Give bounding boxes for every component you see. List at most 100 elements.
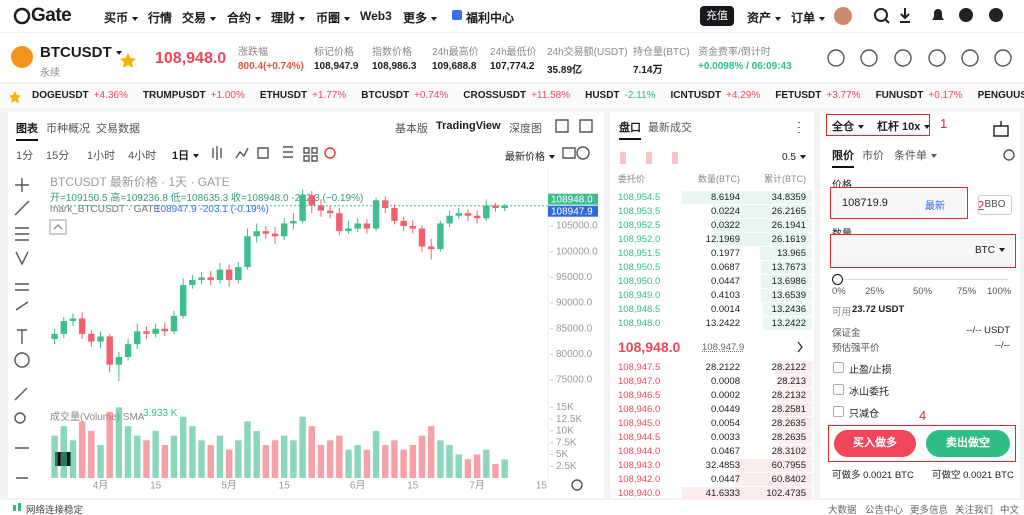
chart-tab[interactable]: 交易数据 <box>96 123 140 135</box>
tape-symbol: ETHUSDT <box>259 90 308 101</box>
book-price[interactable]: 108,945.0 <box>618 418 661 429</box>
bbo-button[interactable]: BBO <box>978 195 1012 215</box>
nav-item[interactable]: 交易 <box>182 9 216 26</box>
stat-label: 资金费率/倒计时 <box>698 47 771 58</box>
tape-item[interactable]: PENGUUSDT-4.19% <box>978 90 1024 101</box>
annotation: 4 <box>919 408 927 423</box>
checkbox[interactable] <box>833 384 844 395</box>
tape-item[interactable]: BTCUSDT +0.74% <box>361 90 448 101</box>
chart-tab[interactable]: 币种概况 <box>46 123 90 135</box>
book-price[interactable]: 108,942.0 <box>618 474 661 485</box>
deposit-button[interactable]: 充值 <box>700 6 734 26</box>
nav-item[interactable]: 福利中心 <box>466 11 515 25</box>
book-price[interactable]: 108,946.0 <box>618 404 661 415</box>
order-type[interactable]: 限价 <box>832 147 854 168</box>
book-price[interactable]: 108,948.5 <box>618 304 661 315</box>
book-total: 34.8359 <box>771 192 806 203</box>
book-price[interactable]: 108,948.0 <box>618 318 661 329</box>
book-price[interactable]: 108,944.5 <box>618 432 661 443</box>
footer-link[interactable]: 中文 <box>1000 505 1020 515</box>
book-price[interactable]: 108,943.0 <box>618 460 661 471</box>
slider-label[interactable]: 75% <box>957 286 977 297</box>
nav-item[interactable]: 买币 <box>104 9 138 26</box>
checkbox[interactable] <box>833 406 844 417</box>
book-price[interactable]: 108,940.0 <box>618 488 661 499</box>
nav-item[interactable]: 行情 <box>148 11 173 25</box>
checkbox[interactable] <box>833 362 844 373</box>
book-price[interactable]: 108,950.5 <box>618 262 661 273</box>
depth-bar <box>714 205 812 218</box>
price-input[interactable] <box>830 187 968 219</box>
slider-label[interactable]: 50% <box>913 286 933 297</box>
tape-symbol: CROSSUSDT <box>463 90 527 101</box>
tape-item[interactable]: TRUMPUSDT +1.00% <box>143 90 245 101</box>
book-total: 13.965 <box>776 248 806 259</box>
book-tab[interactable]: 最新成交 <box>648 122 692 134</box>
book-qty: 13.2422 <box>705 318 740 329</box>
symbol[interactable]: BTCUSDT <box>40 44 122 61</box>
margin-mode[interactable]: 全仓 <box>832 118 864 134</box>
price-mode[interactable]: 最新价格 <box>505 148 555 163</box>
book-total: 28.2581 <box>771 404 806 415</box>
depth-step[interactable]: 0.5 <box>782 152 806 163</box>
interval[interactable]: 4小时 <box>128 150 157 162</box>
chart-view[interactable]: 基本版 <box>395 123 428 135</box>
slider-knob[interactable] <box>832 274 843 285</box>
nav-assets[interactable]: 资产 <box>747 9 781 26</box>
tape-item[interactable]: ICNTUSDT +4.29% <box>671 90 761 101</box>
nav-item[interactable]: 更多 <box>403 9 437 26</box>
option-label[interactable]: 冰山委托 <box>849 387 889 398</box>
slider-label[interactable]: 100% <box>987 286 1012 297</box>
slider-label[interactable]: 25% <box>865 286 885 297</box>
can-short: 可做空 0.0021 BTC <box>932 470 1014 481</box>
book-price[interactable]: 108,947.5 <box>618 362 661 373</box>
book-price[interactable]: 108,953.5 <box>618 206 661 217</box>
leverage[interactable]: 杠杆 10x <box>877 118 930 134</box>
footer-link[interactable]: 关注我们 <box>955 505 994 515</box>
price-latest[interactable]: 最新 <box>925 201 945 212</box>
buy-button[interactable]: 买入做多 <box>834 430 916 457</box>
interval[interactable]: 1分 <box>16 150 34 162</box>
tape-item[interactable]: FETUSDT +3.77% <box>775 90 860 101</box>
nav-item[interactable]: 理财 <box>271 9 305 26</box>
book-tab[interactable]: 盘口 <box>619 119 641 140</box>
slider-label[interactable]: 0% <box>832 286 846 297</box>
tape-item[interactable]: DOGEUSDT +4.36% <box>32 90 128 101</box>
book-price[interactable]: 108,944.0 <box>618 446 661 457</box>
chart-view[interactable]: 深度图 <box>509 123 542 135</box>
interval[interactable]: 1小时 <box>87 150 116 162</box>
qty-unit[interactable]: BTC <box>975 245 1005 256</box>
interval[interactable]: 1日 <box>172 147 199 163</box>
book-price[interactable]: 108,952.5 <box>618 220 661 231</box>
order-type[interactable]: 市价 <box>862 150 884 162</box>
footer-link[interactable]: 公告中心 <box>865 505 904 515</box>
tape-item[interactable]: CROSSUSDT +11.58% <box>463 90 570 101</box>
option-label[interactable]: 止盈/止损 <box>849 365 892 376</box>
book-price[interactable]: 108,954.5 <box>618 192 661 203</box>
tape-item[interactable]: ETHUSDT +1.77% <box>260 90 346 101</box>
tape-item[interactable]: HUSDT -2.11% <box>585 90 655 101</box>
nav-item[interactable]: 合约 <box>227 9 261 26</box>
depth-bar <box>776 403 812 416</box>
interval[interactable]: 15分 <box>46 150 70 162</box>
book-price[interactable]: 108,951.5 <box>618 248 661 259</box>
chart-view[interactable]: TradingView <box>436 120 501 132</box>
tape-item[interactable]: FUNUSDT +0.17% <box>876 90 963 101</box>
book-price[interactable]: 108,946.5 <box>618 390 661 401</box>
nav-orders[interactable]: 订单 <box>791 9 825 26</box>
chart-tab[interactable]: 图表 <box>16 120 38 141</box>
option-label[interactable]: 只减仓 <box>849 409 879 420</box>
book-price[interactable]: 108,952.0 <box>618 234 661 245</box>
book-price[interactable]: 108,949.0 <box>618 290 661 301</box>
nav-item[interactable]: Web3 <box>360 9 392 23</box>
footer-link[interactable]: 更多信息 <box>910 505 949 515</box>
order-type[interactable]: 条件单 <box>894 147 937 163</box>
stat-label: 标记价格 <box>314 47 354 58</box>
book-price[interactable]: 108,947.0 <box>618 376 661 387</box>
nav-item[interactable]: 币圈 <box>316 9 350 26</box>
legend-title: BTCUSDT 最新价格 · 1天 · GATE <box>50 175 230 189</box>
footer-link[interactable]: 大数据 <box>828 505 857 515</box>
sell-button[interactable]: 卖出做空 <box>926 430 1010 457</box>
book-price[interactable]: 108,950.0 <box>618 276 661 287</box>
